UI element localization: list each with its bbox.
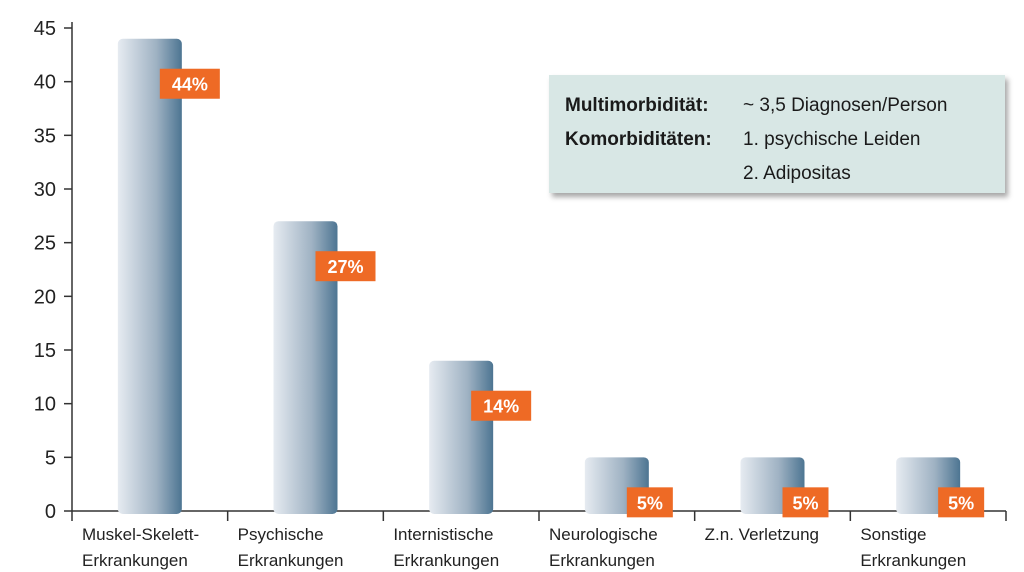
data-label: 27% xyxy=(327,257,363,277)
info-key: Komorbiditäten: xyxy=(565,129,712,150)
y-tick-label: 40 xyxy=(34,72,56,94)
data-label-badge xyxy=(159,68,220,99)
info-box: Multimorbidität: ~ 3,5 Diagnosen/Person … xyxy=(549,75,1005,193)
bar xyxy=(117,38,182,514)
data-label-badge xyxy=(626,487,673,518)
info-row-komorbiditaeten-2: 2. Adipositas xyxy=(565,157,989,191)
data-label-badge xyxy=(782,487,829,518)
info-value: 1. psychische Leiden xyxy=(743,129,921,150)
y-tick-label: 10 xyxy=(34,394,56,416)
x-category-label: Erkrankungen xyxy=(860,551,966,570)
x-category-label: Neurologische xyxy=(549,525,658,544)
x-category-label: Erkrankungen xyxy=(238,551,344,570)
info-value: ~ 3,5 Diagnosen/Person xyxy=(743,95,948,116)
info-row-komorbiditaeten: Komorbiditäten: 1. psychische Leiden xyxy=(565,123,989,157)
data-label: 5% xyxy=(792,493,818,513)
x-category-label: Muskel-Skelett- xyxy=(82,525,199,544)
y-tick-label: 5 xyxy=(45,447,56,469)
data-label-badge xyxy=(315,251,376,282)
info-row-multimorbiditaet: Multimorbidität: ~ 3,5 Diagnosen/Person xyxy=(565,89,989,123)
y-tick-label: 15 xyxy=(34,340,56,362)
axes: 0 5 10 15 20 25 30 35 40 45 Muskel-Skelett- Erkrank… xyxy=(34,18,1007,570)
y-tick-label: 45 xyxy=(34,18,56,40)
data-label: 5% xyxy=(637,493,663,513)
data-labels: 44% 27% 14% 5% 5% 5% xyxy=(159,68,985,518)
data-label: 14% xyxy=(483,397,519,417)
data-label: 44% xyxy=(172,75,208,95)
y-tick-label: 25 xyxy=(34,233,56,255)
x-category-label: Z.n. Verletzung xyxy=(705,525,819,544)
x-category-label: Erkrankungen xyxy=(549,551,655,570)
x-category-label: Sonstige xyxy=(860,525,926,544)
data-label-badge xyxy=(471,390,532,421)
x-category-label: Psychische xyxy=(238,525,324,544)
y-tick-label: 30 xyxy=(34,179,56,201)
x-category-label: Erkrankungen xyxy=(82,551,188,570)
info-key: Multimorbidität: xyxy=(565,95,709,116)
x-category-label: Erkrankungen xyxy=(393,551,499,570)
info-value: 2. Adipositas xyxy=(743,163,851,184)
x-category-label: Internistische xyxy=(393,525,493,544)
data-label-badge xyxy=(938,487,985,518)
bar xyxy=(273,221,338,514)
bar xyxy=(429,360,494,514)
y-tick-label: 35 xyxy=(34,125,56,147)
y-tick-label: 20 xyxy=(34,286,56,308)
y-tick-label: 0 xyxy=(45,501,56,523)
data-label: 5% xyxy=(948,493,974,513)
